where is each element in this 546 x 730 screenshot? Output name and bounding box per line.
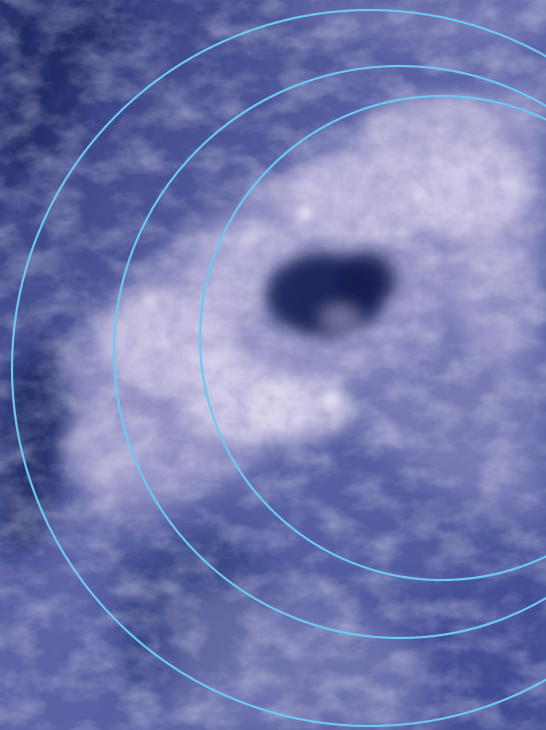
outer-ring — [11, 9, 546, 727]
inner-ring — [198, 94, 546, 582]
eye-highlights — [144, 206, 338, 426]
storm-eye — [265, 252, 395, 337]
radar-rings — [11, 9, 546, 727]
middle-ring — [112, 64, 546, 640]
